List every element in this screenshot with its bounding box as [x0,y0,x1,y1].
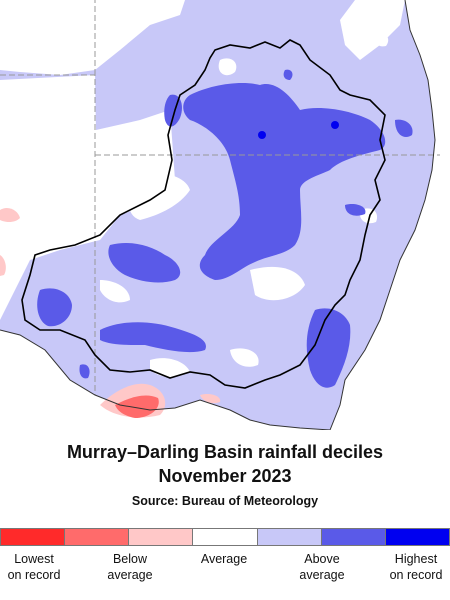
map-title-line1: Murray–Darling Basin rainfall deciles [66,442,384,462]
below-average-areas [0,207,221,418]
legend-swatch-lowest [0,528,66,546]
ocean-south [0,330,330,430]
legend-swatch-highest [385,528,450,546]
basin-boundary [21,39,386,389]
average-patches [0,0,405,377]
legend-label-above: Above average [299,552,345,582]
legend-color-bar [0,528,450,546]
state-borders [0,0,440,395]
rainfall-decile-map [0,0,450,430]
highest-on-record-spots [258,121,339,139]
legend-swatch-very-much-below [65,528,130,546]
legend-label-highest: Highest on record [389,552,443,582]
legend-label-average: Average [200,552,248,566]
legend-swatch-below [129,528,194,546]
legend-label-below: Below average [107,552,153,582]
legend-label-lowest: Lowest on record [7,552,61,582]
legend-swatch-average [193,528,258,546]
ocean-east [330,0,450,430]
legend-swatch-very-much-above [321,528,386,546]
map-title-line2: November 2023 [158,466,292,486]
source-caption: Source: Bureau of Meteorology [131,494,319,508]
above-average-dark-areas [37,69,413,388]
legend-swatch-above [257,528,322,546]
coastline [0,0,436,430]
